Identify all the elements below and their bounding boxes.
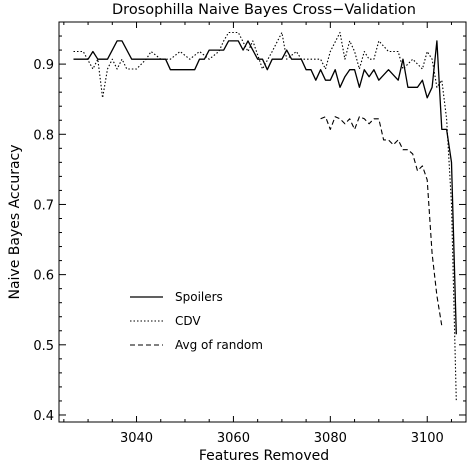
x-tick-label-3: 3100: [411, 431, 444, 446]
chart-title: Drosophilla Naive Bayes Cross−Validation: [112, 2, 416, 18]
tick-layer: 3040 3060 3080 3100 0.4 0.5 0.6 0.7 0.8 0.9: [33, 22, 466, 446]
legend: Spoilers CDV Avg of random: [130, 290, 263, 352]
series-line-avg-of-random: [320, 116, 443, 326]
y-tick-label-1: 0.5: [33, 339, 54, 354]
y-tick-label-5: 0.9: [33, 58, 54, 73]
legend-label-cdv: CDV: [175, 314, 201, 328]
x-tick-label-0: 3040: [120, 431, 153, 446]
y-tick-label-0: 0.4: [33, 409, 54, 424]
legend-label-spoilers: Spoilers: [175, 290, 223, 304]
legend-label-avg-of-random: Avg of random: [175, 338, 263, 352]
y-tick-label-2: 0.6: [33, 269, 54, 284]
series-line-spoilers: [73, 40, 457, 335]
x-axis-label: Features Removed: [199, 448, 329, 464]
y-axis-label: Naive Bayes Accuracy: [7, 144, 23, 299]
x-tick-label-1: 3060: [217, 431, 250, 446]
series-layer: [73, 31, 457, 401]
x-tick-label-2: 3080: [314, 431, 347, 446]
plot-area-frame: [58, 21, 467, 423]
y-tick-label-4: 0.8: [33, 128, 54, 143]
series-line-cdv: [73, 31, 457, 401]
y-tick-label-3: 0.7: [33, 198, 54, 213]
